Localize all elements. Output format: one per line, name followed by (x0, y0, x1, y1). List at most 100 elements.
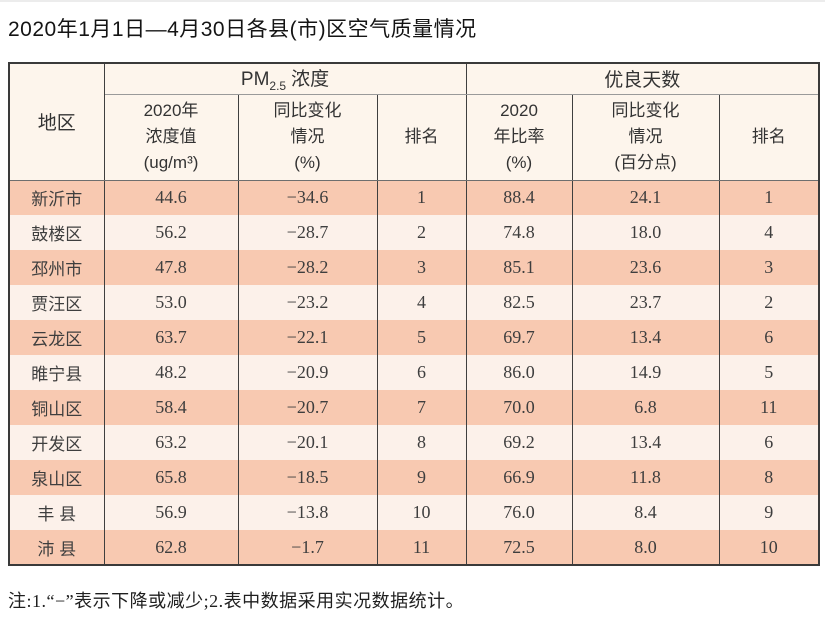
pm-value-cell: 48.2 (103, 355, 239, 390)
pm-rank-cell: 11 (376, 530, 467, 565)
good-change-cell: 8.0 (571, 530, 720, 565)
pm-value-cell: 63.7 (103, 320, 239, 355)
good-change-cell: 18.0 (571, 215, 720, 250)
table-row: 邳州市 47.8 −28.2 3 85.1 23.6 3 (8, 250, 820, 285)
good-rank-cell: 1 (718, 180, 820, 215)
table-row: 云龙区 63.7 −22.1 5 69.7 13.4 6 (8, 320, 820, 355)
good-rank-cell: 6 (718, 320, 820, 355)
region-cell: 云龙区 (8, 320, 105, 355)
region-cell: 贾汪区 (8, 285, 105, 320)
pm-change-cell: −13.8 (237, 495, 378, 530)
col-header-good-change: 同比变化 情况 (百分点) (571, 94, 720, 181)
col-group-good-days: 优良天数 (465, 63, 820, 95)
col-header-pm-rank: 排名 (376, 94, 467, 181)
air-quality-table: 地区 PM2.5 浓度 优良天数 2020年 浓度值 (ug/m³) 同比变化 情… (8, 62, 821, 566)
pm-value-cell: 44.6 (103, 180, 239, 215)
pm-value-cell: 53.0 (103, 285, 239, 320)
pm-value-cell: 56.2 (103, 215, 239, 250)
col-header-region: 地区 (8, 63, 105, 181)
pm-value-cell: 65.8 (103, 460, 239, 495)
col-header-pm-value: 2020年 浓度值 (ug/m³) (103, 94, 239, 181)
good-rate-cell: 70.0 (465, 390, 573, 425)
sub-header-row: 2020年 浓度值 (ug/m³) 同比变化 情况 (%) 排名 2020 年比… (9, 94, 820, 181)
good-rank-cell: 5 (718, 355, 820, 390)
good-change-cell: 23.7 (571, 285, 720, 320)
pm-change-cell: −23.2 (237, 285, 378, 320)
pm-rank-cell: 5 (376, 320, 467, 355)
good-rank-cell: 6 (718, 425, 820, 460)
pm-change-cell: −1.7 (237, 530, 378, 565)
good-change-cell: 6.8 (571, 390, 720, 425)
pm-value-cell: 62.8 (103, 530, 239, 565)
table-row: 泉山区 65.8 −18.5 9 66.9 11.8 8 (8, 460, 820, 495)
good-rate-cell: 72.5 (465, 530, 573, 565)
pm-rank-cell: 2 (376, 215, 467, 250)
region-cell: 沛 县 (8, 530, 105, 565)
good-change-cell: 8.4 (571, 495, 720, 530)
pm-rank-cell: 4 (376, 285, 467, 320)
pm-change-cell: −28.7 (237, 215, 378, 250)
table-row: 睢宁县 48.2 −20.9 6 86.0 14.9 5 (8, 355, 820, 390)
pm-change-cell: −20.9 (237, 355, 378, 390)
table-header: 地区 PM2.5 浓度 优良天数 2020年 浓度值 (ug/m³) 同比变化 情… (8, 63, 820, 181)
good-rate-cell: 86.0 (465, 355, 573, 390)
good-rate-cell: 88.4 (465, 180, 573, 215)
pm-rank-cell: 3 (376, 250, 467, 285)
good-change-cell: 23.6 (571, 250, 720, 285)
good-rank-cell: 9 (718, 495, 820, 530)
pm25-label-subscript: 2.5 (269, 79, 287, 94)
col-group-pm25: PM2.5 浓度 (103, 63, 467, 95)
good-rank-cell: 3 (718, 250, 820, 285)
pm-rank-cell: 1 (376, 180, 467, 215)
good-change-cell: 11.8 (571, 460, 720, 495)
good-rate-cell: 82.5 (465, 285, 573, 320)
good-rank-cell: 2 (718, 285, 820, 320)
table-row: 丰 县 56.9 −13.8 10 76.0 8.4 9 (8, 495, 820, 530)
region-cell: 铜山区 (8, 390, 105, 425)
region-cell: 新沂市 (8, 180, 105, 215)
region-cell: 邳州市 (8, 250, 105, 285)
good-rank-cell: 11 (718, 390, 820, 425)
good-change-cell: 24.1 (571, 180, 720, 215)
good-rate-cell: 74.8 (465, 215, 573, 250)
region-cell: 泉山区 (8, 460, 105, 495)
pm-value-cell: 47.8 (103, 250, 239, 285)
col-header-pm-change: 同比变化 情况 (%) (237, 94, 378, 181)
table-row: 鼓楼区 56.2 −28.7 2 74.8 18.0 4 (8, 215, 820, 250)
pm-value-cell: 56.9 (103, 495, 239, 530)
table-row: 新沂市 44.6 −34.6 1 88.4 24.1 1 (8, 180, 820, 215)
table-row: 沛 县 62.8 −1.7 11 72.5 8.0 10 (8, 530, 820, 565)
pm25-label-suffix: 浓度 (291, 69, 330, 91)
pm-rank-cell: 6 (376, 355, 467, 390)
good-rate-cell: 76.0 (465, 495, 573, 530)
group-header-row: 地区 PM2.5 浓度 优良天数 (8, 63, 820, 181)
good-rank-cell: 4 (718, 215, 820, 250)
pm-rank-cell: 8 (376, 425, 467, 460)
pm-rank-cell: 9 (376, 460, 467, 495)
pm25-label-base: PM (240, 69, 270, 91)
good-rate-cell: 66.9 (465, 460, 573, 495)
region-cell: 睢宁县 (8, 355, 105, 390)
article-page: 2020年1月1日—4月30日各县(市)区空气质量情况 地区 PM2.5 浓度 优… (0, 13, 825, 613)
pm-rank-cell: 7 (376, 390, 467, 425)
good-rank-cell: 10 (718, 530, 820, 565)
pm-change-cell: −18.5 (237, 460, 378, 495)
col-header-good-rank: 排名 (718, 94, 820, 181)
table-row: 贾汪区 53.0 −23.2 4 82.5 23.7 2 (8, 285, 820, 320)
footnote: 注:1.“−”表示下降或减少;2.表中数据采用实况数据统计。 (8, 591, 465, 611)
table-row: 开发区 63.2 −20.1 8 69.2 13.4 6 (8, 425, 820, 460)
pm-change-cell: −28.2 (237, 250, 378, 285)
table-body: 新沂市 44.6 −34.6 1 88.4 24.1 1 鼓楼区 56.2 −2… (8, 180, 820, 565)
page-title: 2020年1月1日—4月30日各县(市)区空气质量情况 (8, 18, 477, 41)
pm-change-cell: −34.6 (237, 180, 378, 215)
region-cell: 丰 县 (8, 495, 105, 530)
pm-value-cell: 63.2 (103, 425, 239, 460)
good-change-cell: 14.9 (571, 355, 720, 390)
good-rate-cell: 69.2 (465, 425, 573, 460)
good-change-cell: 13.4 (571, 320, 720, 355)
region-cell: 鼓楼区 (8, 215, 105, 250)
col-header-good-rate: 2020 年比率 (%) (465, 94, 573, 181)
table-row: 铜山区 58.4 −20.7 7 70.0 6.8 11 (8, 390, 820, 425)
region-cell: 开发区 (8, 425, 105, 460)
page-top-divider (0, 0, 825, 2)
